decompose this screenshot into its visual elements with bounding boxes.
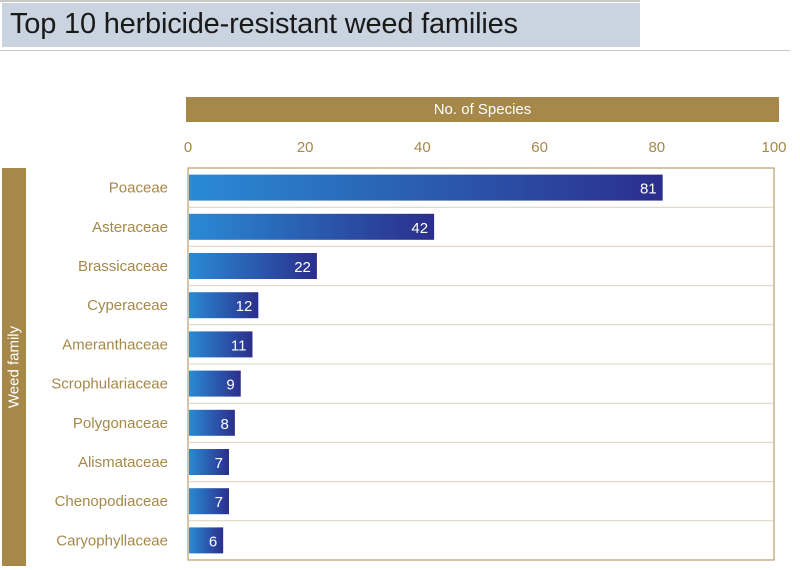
category-label: Scrophulariaceae xyxy=(51,376,168,393)
category-label: Cyperaceae xyxy=(87,297,168,314)
bar-value-label: 7 xyxy=(215,494,223,511)
bar xyxy=(189,527,224,554)
category-label: Chenopodiaceae xyxy=(55,493,168,510)
x-tick-label: 80 xyxy=(648,139,665,156)
bar-value-label: 6 xyxy=(209,533,217,550)
bar-value-label: 7 xyxy=(215,455,223,472)
bar-value-label: 22 xyxy=(294,259,311,276)
x-tick-label: 0 xyxy=(184,139,192,156)
category-label: Caryophyllaceae xyxy=(56,532,168,549)
x-axis-label: No. of Species xyxy=(186,97,779,122)
bar xyxy=(189,292,259,319)
chart-title: Top 10 herbicide-resistant weed families xyxy=(10,8,518,40)
title-rule xyxy=(0,50,790,51)
x-tick-label: 20 xyxy=(297,139,314,156)
bar xyxy=(189,488,230,515)
bar-value-label: 12 xyxy=(236,298,253,315)
bar-value-label: 42 xyxy=(411,220,428,237)
x-tick-label: 100 xyxy=(761,139,786,156)
category-label: Poaceae xyxy=(109,180,168,197)
bar xyxy=(189,449,230,475)
bar-value-label: 8 xyxy=(221,416,229,433)
bar xyxy=(189,174,663,201)
bar xyxy=(189,370,241,397)
top-rule xyxy=(0,0,640,2)
bar xyxy=(189,253,317,279)
category-label: Polygonaceae xyxy=(73,415,168,432)
bar xyxy=(189,409,235,436)
bar xyxy=(189,213,435,240)
y-axis-label-band: Weed family xyxy=(2,168,26,566)
bar xyxy=(189,331,253,358)
category-label: Alismataceae xyxy=(78,454,168,471)
category-label: Ameranthaceae xyxy=(62,336,168,353)
bar-value-label: 9 xyxy=(226,377,234,394)
x-tick-label: 60 xyxy=(531,139,548,156)
title-box: Top 10 herbicide-resistant weed families xyxy=(2,3,640,47)
bar-value-label: 81 xyxy=(640,181,657,198)
bar-value-label: 11 xyxy=(231,337,247,354)
category-label: Brassicaceae xyxy=(78,258,168,275)
category-label: Asteraceae xyxy=(92,219,168,236)
x-tick-label: 40 xyxy=(414,139,431,156)
